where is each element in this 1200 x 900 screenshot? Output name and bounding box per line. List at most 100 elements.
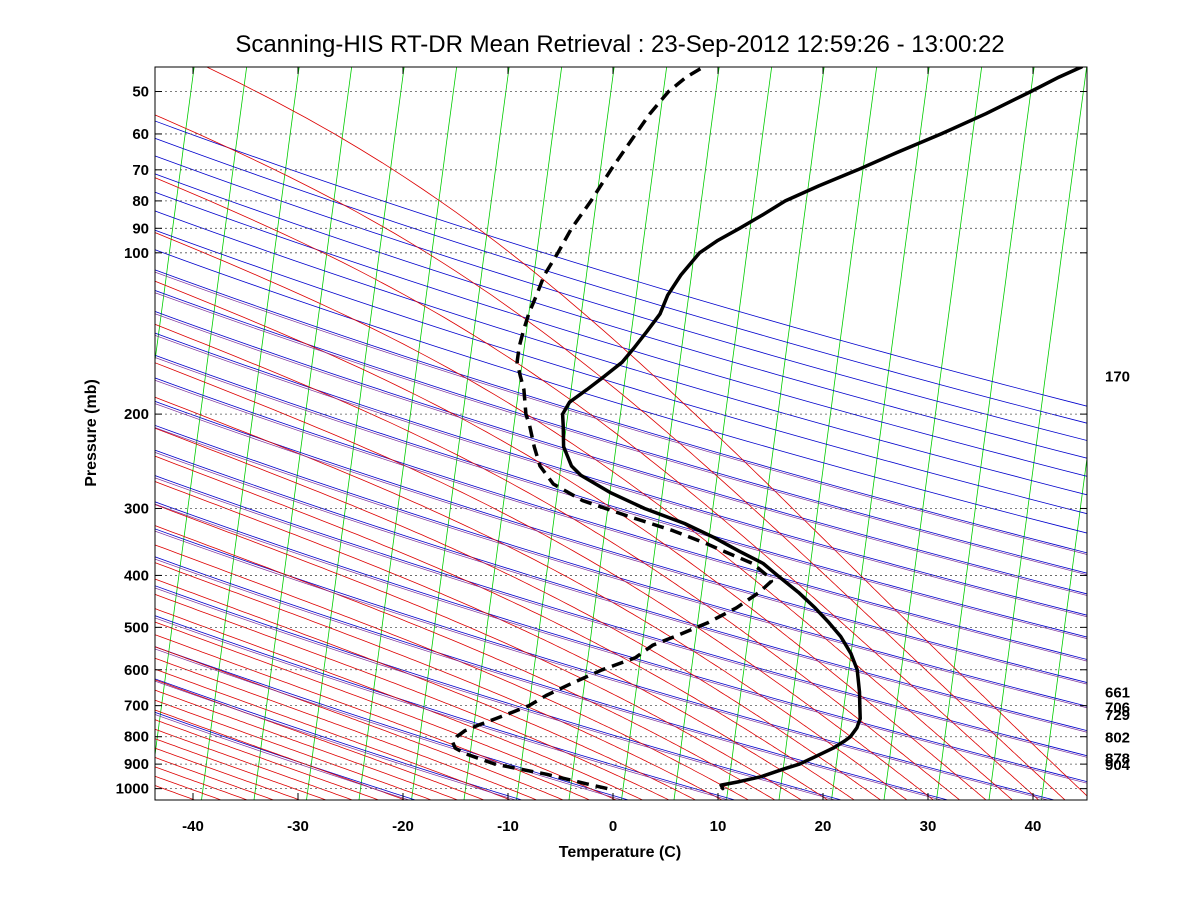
- y-axis: 50 60 70 80 90 100 200 300 400 500 600 700 800 900 100…: [116, 84, 1087, 798]
- series-layer: [451, 67, 1084, 791]
- reference-adiabat-line: [155, 503, 1087, 784]
- isotherm-line: [621, 67, 720, 800]
- reference-adiabat-line: [155, 334, 1087, 618]
- moist-adiabat-line: [155, 544, 750, 800]
- moist-adiabat-line: [155, 757, 276, 800]
- reference-adiabat-line: [155, 292, 1087, 576]
- moist-adiabat-line: [205, 67, 1087, 797]
- y-tick-label: 700: [124, 698, 149, 715]
- y-tick-label: 1000: [116, 781, 149, 798]
- dry-adiabat-line: [155, 528, 1056, 800]
- y-tick-label: 600: [124, 662, 149, 679]
- moist-adiabat-line: [155, 621, 618, 800]
- moist-adiabat-line: [155, 232, 1014, 800]
- pressure-gridlines: [155, 91, 1087, 790]
- reference-adiabat-line: [155, 403, 1087, 685]
- isotherm-line: [155, 67, 248, 759]
- moist-adiabat-line: [155, 504, 803, 800]
- x-tick-label: -20: [392, 818, 414, 835]
- dry-adiabat-line: [155, 137, 1087, 424]
- reference-adiabat-line: [155, 313, 1087, 596]
- dry-adiabat-line: [155, 377, 1087, 660]
- reference-adiabat-line: [155, 427, 1087, 709]
- y-tick-label: 200: [124, 406, 149, 423]
- moist-adiabat-line: [155, 525, 776, 800]
- dry-adiabat-line: [155, 210, 1087, 496]
- dry-adiabat-line: [155, 229, 1087, 515]
- dry-adiabat-line: [155, 424, 1087, 707]
- y-tick-label: 300: [124, 500, 149, 517]
- right-level-label: 904: [1105, 757, 1131, 774]
- isotherm-line: [155, 67, 195, 364]
- moist-adiabat-line: [155, 481, 829, 800]
- isotherm-line: [358, 67, 458, 800]
- moist-adiabat-line: [155, 427, 882, 800]
- x-tick-label: -40: [182, 818, 204, 835]
- moist-adiabat-line: [155, 562, 723, 800]
- moist-adiabat-line: [155, 747, 302, 800]
- moist-adiabat-line: [155, 728, 354, 800]
- moist-adiabat-line: [155, 280, 987, 800]
- isotherm-line: [673, 67, 773, 800]
- moist-adiabat-line: [155, 177, 1040, 800]
- moist-adiabat-line: [155, 738, 328, 800]
- reference-lines: [155, 67, 1087, 800]
- reference-adiabat-line: [155, 648, 624, 800]
- isotherm-line: [201, 67, 300, 800]
- x-axis: -40 -30 -20 -10 0 10 20 30 40: [182, 67, 1041, 835]
- moist-adiabat-line: [155, 593, 671, 800]
- isotherm-line: [936, 67, 1035, 800]
- moist-adiabat-line: [155, 578, 697, 800]
- right-level-label: 170: [1105, 368, 1130, 385]
- isotherm-line: [883, 67, 983, 800]
- moist-adiabat-line: [155, 634, 591, 800]
- right-level-label: 706: [1105, 700, 1130, 717]
- y-tick-label: 800: [124, 729, 149, 746]
- moist-adiabat-line: [155, 608, 644, 800]
- dry-adiabat-line: [155, 354, 1087, 638]
- isotherm-line: [726, 67, 825, 800]
- isotherm-line: [831, 67, 930, 800]
- temperature-series-line: [560, 67, 1084, 791]
- moist-adiabat-line: [155, 699, 433, 800]
- y-tick-label: 80: [132, 193, 149, 210]
- isotherm-line: [988, 67, 1087, 800]
- y-tick-label: 400: [124, 567, 149, 584]
- x-tick-label: 0: [609, 818, 617, 835]
- dry-adiabat-line: [155, 585, 843, 800]
- dry-adiabat-line: [155, 400, 1087, 683]
- dry-adiabat-line: [155, 173, 1087, 459]
- right-level-label: 802: [1105, 729, 1130, 746]
- dry-adiabat-line: [155, 120, 1087, 407]
- reference-adiabat-line: [155, 530, 1050, 800]
- dry-adiabat-line: [155, 191, 1087, 477]
- y-axis-label: Pressure (mb): [83, 379, 100, 487]
- right-level-label: 878: [1105, 750, 1130, 767]
- moist-adiabat-line: [155, 323, 961, 800]
- moist-adiabat-line: [155, 719, 381, 800]
- y-tick-label: 500: [124, 619, 149, 636]
- moist-adiabat-line: [155, 455, 856, 800]
- reference-adiabat-line: [155, 477, 1087, 758]
- dry-adiabat-line: [155, 269, 1087, 554]
- x-tick-label: 40: [1025, 818, 1042, 835]
- right-level-label: 661: [1105, 684, 1130, 701]
- x-tick-label: -30: [287, 818, 309, 835]
- reference-adiabat-line: [155, 587, 837, 800]
- dry-adiabat-line: [155, 311, 1087, 595]
- dry-adiabat-line: [155, 556, 950, 800]
- y-tick-label: 900: [124, 756, 149, 773]
- moist-adiabat-line: [155, 709, 407, 800]
- x-tick-label: -10: [497, 818, 519, 835]
- y-tick-label: 60: [132, 126, 149, 143]
- reference-adiabat-line: [155, 271, 1087, 555]
- chart-title: Scanning-HIS RT-DR Mean Retrieval : 23-S…: [235, 31, 1004, 58]
- reference-adiabat-line: [155, 452, 1087, 733]
- isotherm-line: [516, 67, 615, 800]
- dry-adiabat-line: [155, 155, 1087, 441]
- moist-adiabat-line: [155, 646, 565, 800]
- reference-adiabat-line: [155, 558, 943, 800]
